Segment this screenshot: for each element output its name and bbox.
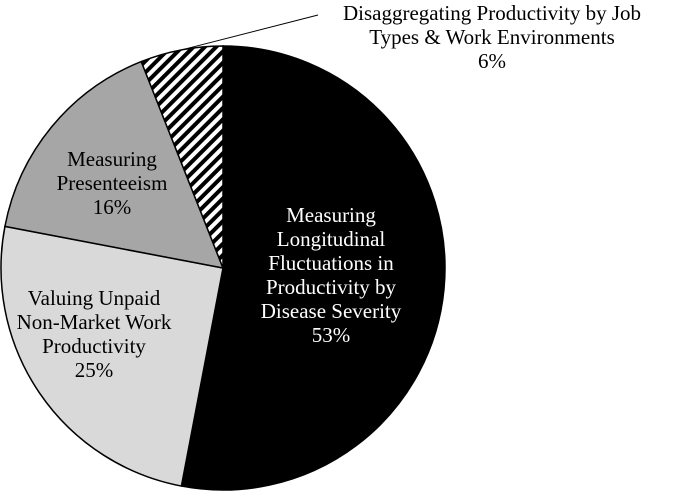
slice-label-line: Longitudinal — [277, 227, 386, 251]
pie-slices — [0, 45, 446, 491]
slice-label-line: Valuing Unpaid — [28, 286, 161, 310]
slice-percent-label: 53% — [312, 323, 351, 347]
slice-label-line: Non-Market Work — [17, 310, 172, 334]
slice-label-line: Productivity — [42, 334, 146, 358]
pie-slice-1 — [180, 45, 446, 491]
leader-line — [181, 14, 319, 51]
slice-percent-label: 16% — [93, 195, 132, 219]
slice-label-line: Presenteeism — [57, 171, 168, 195]
pie-slice-2 — [0, 225, 224, 487]
slice-label-4: Disaggregating Productivity by JobTypes … — [343, 1, 641, 73]
slice-percent-label: 25% — [75, 358, 114, 382]
slice-label-line: Disaggregating Productivity by Job — [343, 1, 641, 25]
slice-label-line: Measuring — [67, 147, 157, 171]
slice-percent-label: 6% — [478, 49, 506, 73]
slice-label-line: Measuring — [286, 203, 376, 227]
leader-lines — [181, 14, 319, 51]
slice-label-line: Fluctuations in — [268, 251, 394, 275]
pie-slice-4 — [140, 45, 224, 269]
slice-label-line: Types & Work Environments — [369, 25, 615, 49]
slice-label-line: Productivity by — [266, 275, 397, 299]
slice-label-line: Disease Severity — [261, 299, 402, 323]
pie-slice-3 — [4, 60, 225, 269]
